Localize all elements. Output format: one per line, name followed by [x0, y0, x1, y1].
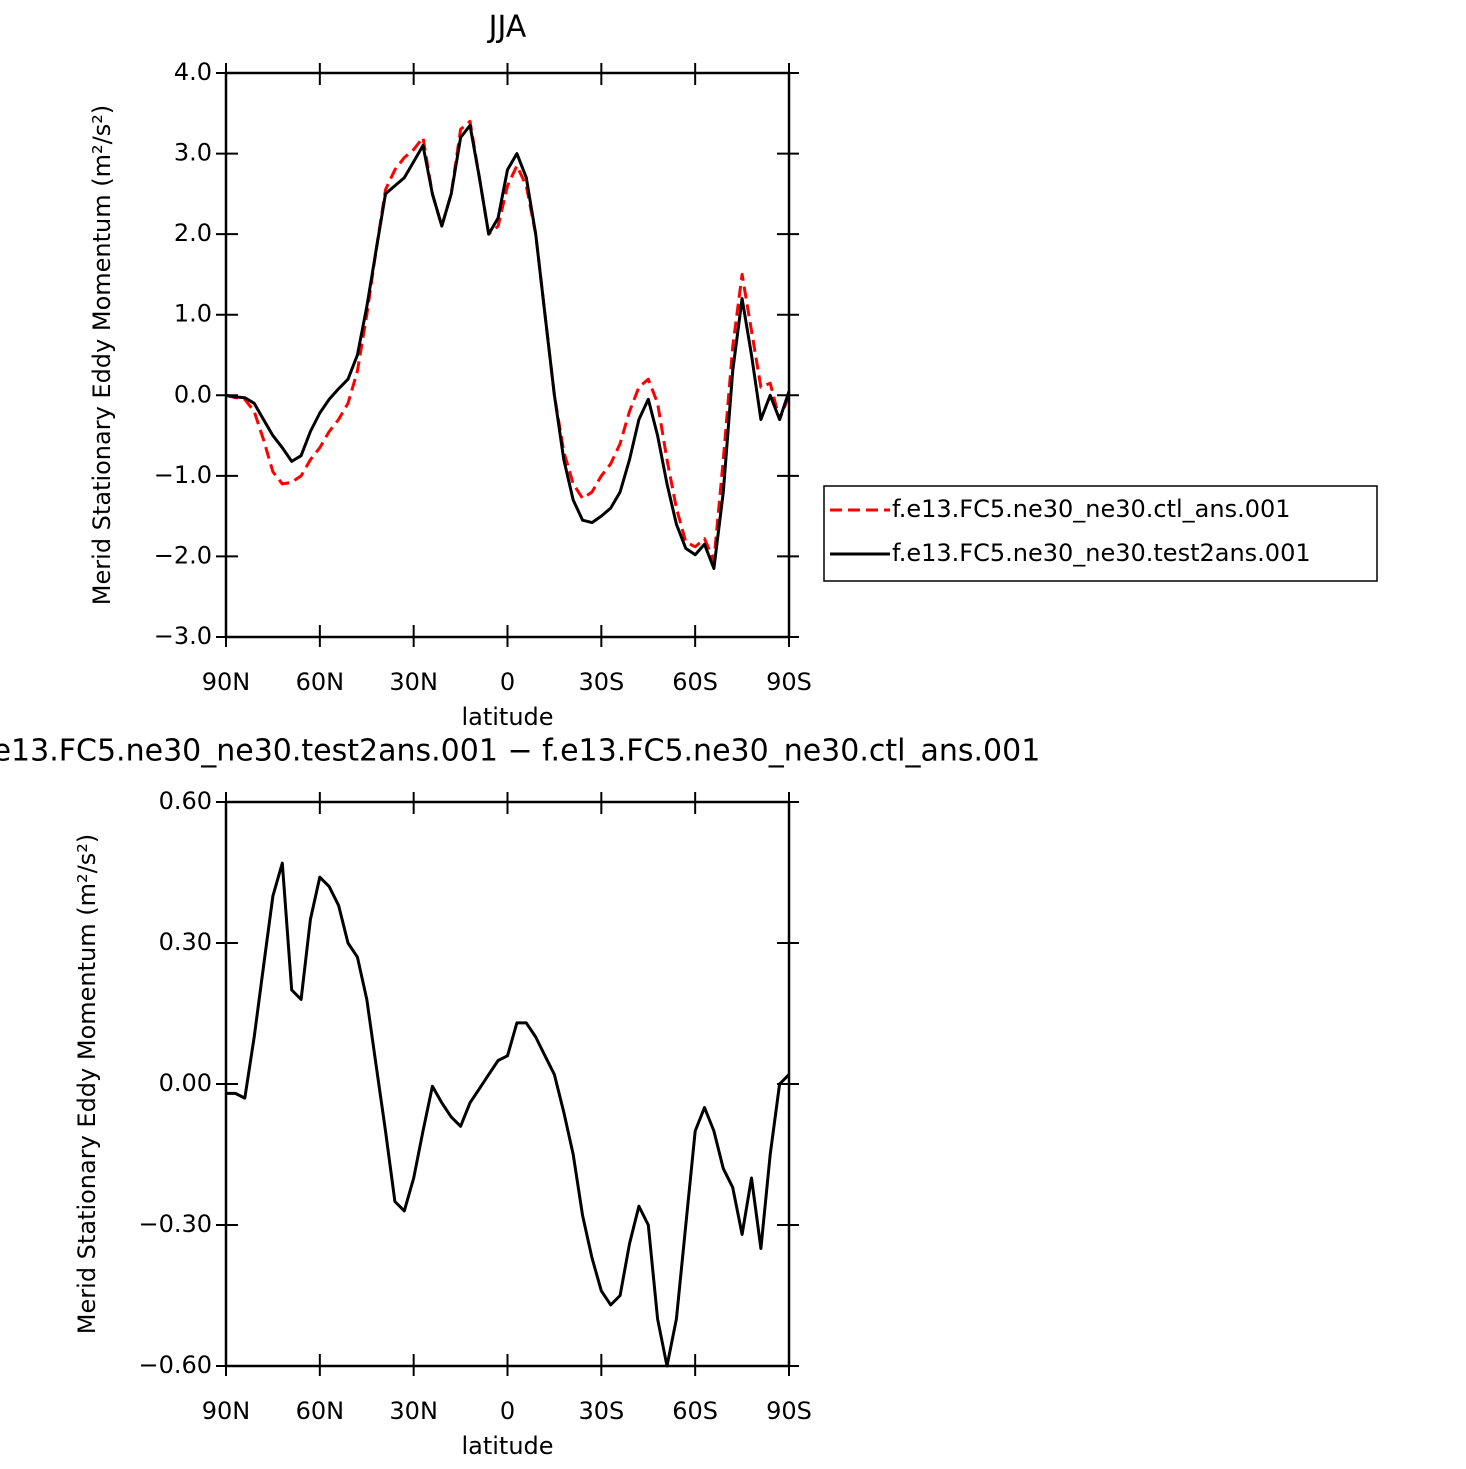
x-tick-label: 30N — [389, 1397, 438, 1425]
y-tick-label: −2.0 — [154, 541, 212, 569]
chart-title: JJA — [487, 10, 527, 45]
y-axis-label: Merid Stationary Eddy Momentum (m²/s²) — [88, 105, 116, 605]
y-tick-label: 0.30 — [159, 928, 212, 956]
x-tick-label: 60N — [296, 668, 345, 696]
data-line — [226, 861, 791, 1368]
legend-box — [823, 485, 1378, 582]
y-tick-label: 0.0 — [174, 380, 212, 408]
data-line — [225, 119, 791, 562]
x-tick-label: 90N — [202, 1397, 251, 1425]
data-line — [225, 123, 791, 570]
chart-title: f.e13.FC5.ne30_ne30.test2ans.001 − f.e13… — [0, 734, 1040, 769]
x-tick-label: 30N — [389, 668, 438, 696]
y-tick-label: −1.0 — [154, 461, 212, 489]
legend-label: f.e13.FC5.ne30_ne30.test2ans.001 — [892, 539, 1311, 567]
y-axis-label: Merid Stationary Eddy Momentum (m²/s²) — [73, 834, 101, 1334]
plot-frame — [224, 800, 791, 1368]
x-tick-label: 60N — [296, 1397, 345, 1425]
y-tick-label: 2.0 — [174, 219, 212, 247]
y-tick-label: −0.30 — [138, 1210, 212, 1238]
x-tick-label: 90S — [766, 1397, 812, 1425]
x-tick-label: 0 — [500, 668, 515, 696]
y-tick-label: −0.60 — [138, 1351, 212, 1379]
x-tick-label: 30S — [578, 1397, 624, 1425]
y-tick-label: 0.00 — [159, 1069, 212, 1097]
y-tick-label: 1.0 — [174, 300, 212, 328]
x-tick-label: 90N — [202, 668, 251, 696]
x-tick-label: 30S — [578, 668, 624, 696]
x-tick-label: 90S — [766, 668, 812, 696]
legend-label: f.e13.FC5.ne30_ne30.ctl_ans.001 — [892, 495, 1291, 523]
x-axis-label: latitude — [461, 1432, 553, 1460]
y-tick-label: 4.0 — [174, 58, 212, 86]
y-tick-label: −3.0 — [154, 622, 212, 650]
y-tick-label: 0.60 — [159, 787, 212, 815]
plot-frame — [224, 71, 791, 639]
x-tick-label: 0 — [500, 1397, 515, 1425]
x-tick-label: 60S — [672, 1397, 718, 1425]
x-tick-label: 60S — [672, 668, 718, 696]
y-tick-label: 3.0 — [174, 139, 212, 167]
x-axis-label: latitude — [461, 703, 553, 731]
